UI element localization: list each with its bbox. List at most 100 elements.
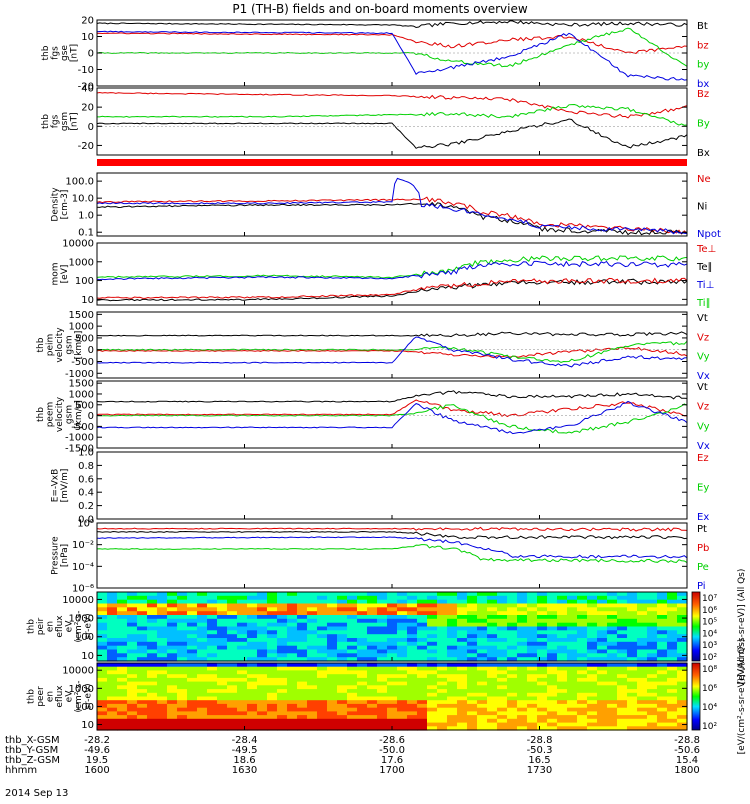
spectrogram-cell: [237, 603, 248, 608]
spectrogram-cell: [337, 638, 348, 643]
spectrogram-cell: [447, 674, 458, 679]
spectrogram-cell: [437, 626, 448, 631]
spectrogram-cell: [547, 592, 558, 597]
spectrogram-cell: [437, 607, 448, 612]
spectrogram-cell: [367, 657, 378, 662]
spectrogram-cell: [417, 722, 428, 727]
spectrogram-cell: [117, 611, 128, 616]
spectrogram-cell: [187, 626, 198, 631]
spectrogram-cell: [367, 630, 378, 635]
spectrogram-cell: [357, 630, 368, 635]
spectrogram-cell: [447, 603, 458, 608]
spectrogram-cell: [327, 653, 338, 658]
spectrogram-cell: [137, 622, 148, 628]
spectrogram-cell: [217, 677, 228, 683]
y-tick-label: -1500: [65, 444, 94, 455]
spectrogram-cell: [177, 638, 188, 643]
spectrogram-cell: [207, 666, 218, 671]
y-axis-label: gsm: [65, 335, 75, 354]
spectrogram-cell: [137, 595, 148, 601]
spectrogram-cell: [587, 726, 598, 731]
spectrogram-cell: [327, 630, 338, 635]
spectrogram-cell: [427, 663, 438, 668]
spectrogram-cell: [197, 645, 208, 651]
spectrogram-cell: [467, 595, 478, 601]
spectrogram-cell: [167, 681, 178, 686]
y-tick-label: 0.1: [78, 228, 94, 239]
spectrogram-cell: [487, 722, 498, 727]
spectrogram-cell: [407, 645, 418, 651]
spectrogram-cell: [277, 696, 288, 701]
spectrogram-cell: [407, 653, 418, 658]
spectrogram-cell: [307, 711, 318, 716]
spectrogram-cell: [577, 700, 588, 705]
spectrogram-cell: [247, 722, 258, 727]
spectrogram-cell: [557, 592, 568, 597]
spectrogram-cell: [97, 711, 108, 716]
spectrogram-cell: [157, 703, 168, 709]
spectrogram-cell: [197, 641, 208, 647]
spectrogram-cell: [447, 703, 458, 709]
spectrogram-cell: [177, 615, 188, 620]
spectrogram-cell: [517, 626, 528, 631]
spectrogram-cell: [347, 700, 358, 705]
spectrogram-cell: [97, 618, 108, 624]
spectrogram-cell: [557, 726, 568, 731]
spectrogram-cell: [457, 592, 468, 597]
spectrogram-cell: [237, 722, 248, 727]
spectrogram-cell: [437, 615, 448, 620]
spectrogram-cell: [347, 657, 358, 662]
spectrogram-cell: [567, 595, 578, 601]
spectrogram-cell: [327, 715, 338, 720]
spectrogram-cell: [677, 618, 688, 624]
spectrogram-cell: [547, 634, 558, 639]
spectrogram-cell: [257, 618, 268, 624]
spectrogram-cell: [617, 681, 628, 686]
spectrogram-cell: [667, 674, 678, 679]
spectrogram-cell: [647, 611, 658, 616]
spectrogram-cell: [187, 707, 198, 712]
spectrogram-cell: [677, 689, 688, 694]
spectrogram-cell: [427, 689, 438, 694]
spectrogram-cell: [457, 722, 468, 727]
spectrogram-cell: [457, 715, 468, 720]
spectrogram-cell: [177, 599, 188, 605]
spectrogram-cell: [467, 718, 478, 724]
spectrogram-cell: [287, 666, 298, 671]
spectrogram-cell: [217, 592, 228, 597]
spectrogram-cell: [427, 666, 438, 671]
spectrogram-cell: [387, 681, 398, 686]
spectrogram-cell: [137, 641, 148, 647]
x-tick-value: 1600: [84, 765, 109, 776]
spectrogram-cell: [447, 607, 458, 612]
spectrogram-cell: [297, 622, 308, 628]
spectrogram-cell: [217, 663, 228, 668]
spectrogram-cell: [247, 670, 258, 675]
spectrogram-cell: [497, 641, 508, 647]
spectrogram-cell: [607, 622, 618, 628]
legend-Pe: Pe: [697, 562, 709, 573]
spectrogram-cell: [427, 718, 438, 724]
spectrogram-cell: [457, 599, 468, 605]
y-axis-label: eV: [65, 690, 75, 703]
spectrogram-cell: [547, 615, 558, 620]
spectrogram-cell: [597, 622, 608, 628]
spectrogram-cell: [667, 689, 678, 694]
spectrogram-cell: [467, 618, 478, 624]
spectrogram-cell: [117, 707, 128, 712]
spectrogram-cell: [587, 649, 598, 654]
spectrogram-cell: [247, 595, 258, 601]
spectrogram-cell: [247, 677, 258, 683]
spectrogram-cell: [377, 630, 388, 635]
spectrogram-cell: [207, 607, 218, 612]
spectrogram-cell: [627, 726, 638, 731]
spectrogram-cell: [527, 703, 538, 709]
spectrogram-cell: [657, 674, 668, 679]
spectrogram-cell: [197, 677, 208, 683]
series-Pi: [96, 536, 688, 559]
spectrogram-cell: [267, 645, 278, 651]
spectrogram-cell: [317, 592, 328, 597]
spectrogram-cell: [207, 718, 218, 724]
spectrogram-cell: [287, 657, 298, 662]
